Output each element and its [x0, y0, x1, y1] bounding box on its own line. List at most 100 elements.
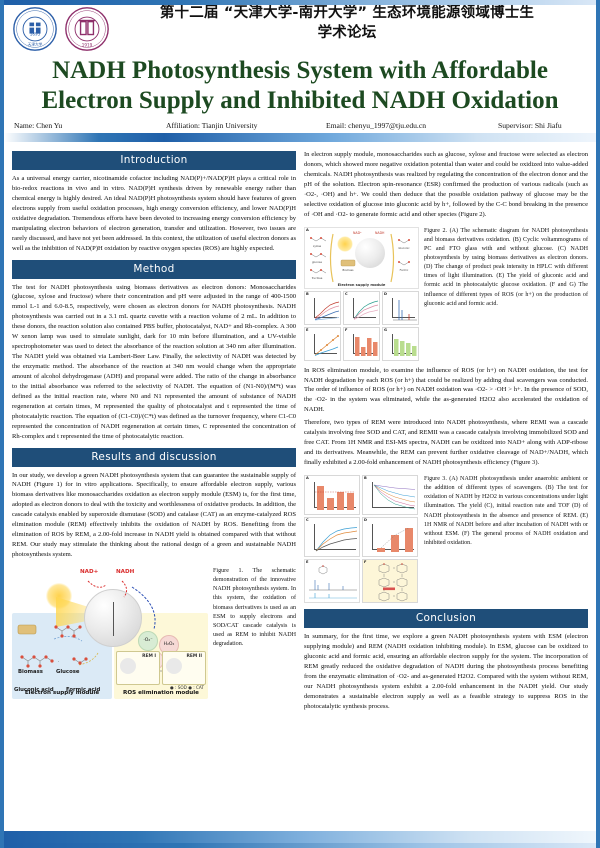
fig1-label-biomass: Biomass — [18, 668, 43, 675]
fig2-panel-G: G — [382, 326, 419, 361]
figure-1-image: NAD+ NADH ·O₂⁻ H₂O₂ H₂O₂ — [12, 566, 208, 699]
forum-title-line1: 第十二届 “天津大学-南开大学” 生态环境能源领域博士生 — [159, 5, 535, 21]
figure-1-block: NAD+ NADH ·O₂⁻ H₂O₂ H₂O₂ — [12, 566, 296, 699]
fig3-tag-F: F — [364, 559, 367, 564]
h2o2-bubble-icon: H₂O₂ — [159, 634, 179, 655]
forum-title: 第十二届 “天津大学-南开大学” 生态环境能源领域博士生 学术论坛 — [116, 4, 588, 43]
fig3-row-1: A B — [304, 474, 419, 515]
fig1-legend: ● : SOD ● : CAT — [170, 684, 204, 690]
figure-3-block: A B — [304, 474, 588, 603]
header-divider — [4, 133, 596, 142]
svg-text:天津大学: 天津大学 — [28, 42, 43, 47]
forum-title-line2: 学术论坛 — [317, 24, 377, 41]
fig2-photocatalyst-icon — [355, 237, 385, 268]
rem1-box: REM I — [116, 650, 160, 685]
introduction-body: As a universal energy carrier, nicotinam… — [12, 175, 296, 252]
fig3-row-3: E — [304, 558, 419, 603]
fig3-F-background — [363, 559, 417, 602]
fig3-tag-D: D — [364, 517, 367, 522]
fig2-tag-G: G — [384, 327, 387, 332]
fig3-A-axes — [314, 481, 356, 508]
poster-body: Introduction As a universal energy carri… — [4, 142, 596, 832]
rem2-label: REM II — [186, 653, 202, 659]
fig1-molecule-icons: · — [17, 624, 88, 668]
figure-3-image: A B — [304, 474, 419, 603]
fig2-D-axes — [392, 297, 415, 318]
fig2-B-axes — [314, 297, 337, 318]
superoxide-bubble-icon: ·O₂⁻ — [138, 630, 158, 651]
nankai-university-logo: 1919 — [64, 6, 110, 52]
logo-group: 1895 天津大学 1919 — [12, 4, 110, 52]
fig2-schematic-caption: Electron supply module — [337, 282, 386, 287]
figure-2-caption: Figure 2. (A) The schematic diagram for … — [424, 227, 588, 307]
svg-text:Gluconic: Gluconic — [398, 246, 410, 250]
fig2-C-axes — [353, 297, 376, 318]
results-body: In our study, we develop a green NADH ph… — [12, 471, 296, 559]
figure-3-caption: Figure 3. (A) NADH photosynthesis under … — [424, 475, 588, 546]
fig2-panel-C: C — [343, 290, 380, 325]
svg-text:1895: 1895 — [30, 31, 41, 36]
fig3-panel-C: C — [304, 516, 360, 557]
fig1-label-nad: NAD+ — [80, 568, 99, 575]
tianjin-university-logo: 1895 天津大学 — [12, 6, 58, 52]
fig2-panel-D: D — [382, 290, 419, 325]
fig3-tag-B: B — [364, 475, 367, 480]
fig1-label-gluconic-acid: Gluconic acid — [14, 686, 54, 693]
fig2-panel-F: F — [343, 326, 380, 361]
fig1-label-nadh: NADH — [116, 568, 135, 575]
fig2-tag-D: D — [384, 291, 387, 296]
fig2-row-2: E F — [304, 326, 419, 361]
fig2-tag-E: E — [306, 327, 309, 332]
svg-text:Biomass: Biomass — [343, 268, 355, 272]
author-bar: Name: Chen Yu Affiliation: Tianjin Unive… — [4, 117, 596, 133]
svg-text:NADH: NADH — [375, 231, 385, 235]
fig3-row-2: C D — [304, 516, 419, 557]
fig2-schematic-molecules: NAD⁺ NADH xylose glucose fructose Glucon… — [310, 231, 410, 282]
fig2-tag-B: B — [306, 291, 309, 296]
section-header-conclusion: Conclusion — [304, 608, 588, 628]
footer-divider — [4, 831, 596, 843]
rem1-support-icon — [120, 657, 136, 674]
page-title-line1: NADH Photosynthesis System with Affordab… — [52, 57, 548, 84]
svg-text:xylose: xylose — [313, 244, 322, 248]
figure-2-image: A — [304, 226, 419, 361]
fig2-sun-icon — [337, 235, 353, 252]
fig3-B-axes — [372, 481, 414, 508]
fig3-panel-A: A — [304, 474, 360, 515]
conclusion-body: In summary, for the first time, we explo… — [304, 632, 588, 710]
fig2-tag-C: C — [345, 291, 348, 296]
svg-text:NAD⁺: NAD⁺ — [353, 231, 362, 235]
rem2-support-icon — [166, 657, 182, 674]
section-header-method: Method — [12, 259, 296, 279]
author-supervisor: Supervisor: Shi Jiafu — [498, 121, 562, 130]
rem2-box: REM II — [162, 650, 206, 685]
author-name: Name: Chen Yu — [14, 121, 63, 130]
section-header-results: Results and discussion — [12, 447, 296, 467]
fig3-tag-A: A — [306, 475, 309, 480]
rem1-label: REM I — [142, 653, 156, 659]
figure-1-caption: Figure 1. The schematic demonstration of… — [213, 567, 296, 648]
photocatalyst-sphere-icon — [84, 588, 142, 647]
fig2-panel-A: A — [304, 226, 419, 289]
fig3-panel-E: E — [304, 558, 360, 603]
figure-2-block: A — [304, 226, 588, 361]
fig1-rem-title: ROS elimination module — [123, 689, 199, 696]
fig2-row-1: B C — [304, 290, 419, 325]
ros-elimination-body-1: In ROS elimination module, to examine th… — [304, 366, 588, 414]
svg-text:1919: 1919 — [82, 42, 93, 47]
svg-text:Formic: Formic — [400, 268, 409, 272]
fig3-panel-D: D — [362, 516, 418, 557]
fig2-E-axes — [314, 333, 337, 354]
svg-text:fructose: fructose — [312, 276, 323, 280]
right-column: In electron supply module, monosaccharid… — [304, 148, 588, 832]
fig3-panel-B: B — [362, 474, 418, 515]
fig3-tag-C: C — [306, 517, 309, 522]
svg-text:·: · — [58, 659, 59, 664]
fig2-panel-E: E — [304, 326, 341, 361]
ros-elimination-body-2: Therefore, two types of REM were introdu… — [304, 419, 588, 466]
author-email: Email: chenyu_1997@tju.edu.cn — [326, 121, 426, 130]
fig1-label-glucose: Glucose — [56, 668, 80, 675]
fig3-tag-E: E — [306, 559, 309, 564]
author-affiliation: Affiliation: Tianjin University — [166, 121, 258, 130]
